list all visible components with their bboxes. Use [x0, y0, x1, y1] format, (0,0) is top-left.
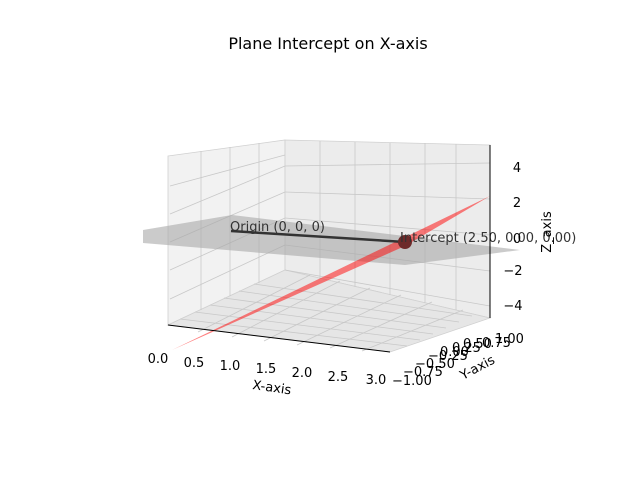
x-tick-label: 0.5 — [184, 356, 205, 371]
y-tick-label: −0.75 — [403, 365, 443, 380]
plane-z0 — [143, 215, 520, 265]
y-ticks: −1.00 −0.75 −0.50 −0.25 0.00 0.25 0.50 0… — [392, 332, 524, 389]
x-ticks: 0.0 0.5 1.0 1.5 2.0 2.5 3.0 — [148, 352, 387, 388]
z-axis-label: Z_axis — [540, 211, 555, 253]
x-tick-label: 2.0 — [292, 366, 313, 381]
x-axis-label: X-axis — [251, 378, 292, 398]
y-tick-label: 0.00 — [440, 345, 469, 360]
y-tick-label: 0.25 — [452, 341, 481, 356]
chart-title: Plane Intercept on X-axis — [228, 34, 428, 53]
y-tick-label: −0.25 — [428, 349, 468, 364]
y-tick-label: 0.75 — [482, 336, 511, 351]
z-tick-label: 4 — [513, 161, 521, 176]
z-tick-label: 2 — [513, 196, 521, 211]
intercept-line — [230, 229, 406, 244]
x-tick-label: 3.0 — [366, 373, 387, 388]
x-tick-label: 2.5 — [328, 370, 349, 385]
y-tick-label: 0.50 — [463, 337, 492, 352]
x-tick-label: 1.0 — [220, 359, 241, 374]
y-tick-label: 1.00 — [495, 332, 524, 347]
x-axis-line — [167, 324, 391, 353]
annotation-origin: Origin (0, 0, 0) — [230, 220, 325, 235]
z-tick-label: −4 — [503, 299, 522, 314]
z-tick-label: −2 — [503, 264, 522, 279]
x-tick-label: 1.5 — [256, 362, 277, 377]
y-tick-label: −1.00 — [392, 374, 432, 389]
y-tick-label: −0.50 — [415, 357, 455, 372]
intercept-point — [398, 235, 412, 249]
annotation-intercept: Intercept (2.50, 0.00, 0.00) — [400, 231, 576, 246]
x-tick-label: 0.0 — [148, 352, 169, 367]
z-ticks: 4 2 0 −2 −4 — [503, 161, 522, 314]
z-tick-label: 0 — [513, 232, 521, 247]
